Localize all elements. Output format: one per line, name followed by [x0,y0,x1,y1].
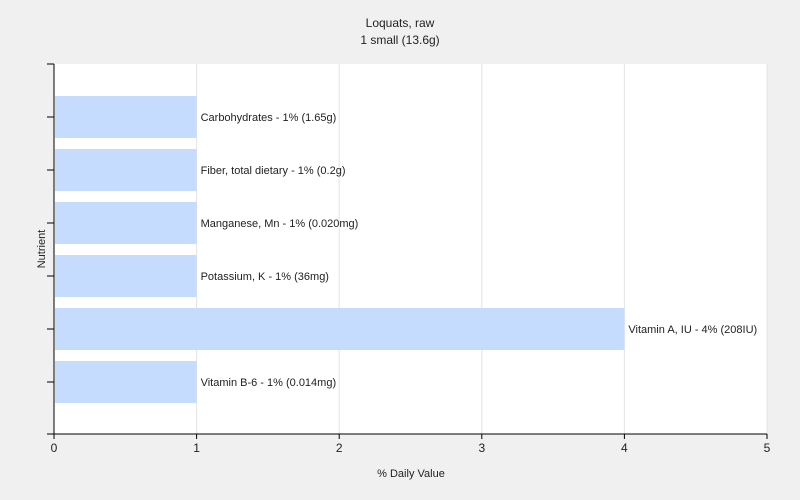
x-tick-label: 0 [51,441,58,455]
axes [53,64,767,435]
bar [55,96,197,138]
x-axis-label: % Daily Value [377,468,445,480]
chart-title: Loquats, raw [366,16,435,30]
bar [55,255,197,297]
y-ticks [47,63,54,435]
bar-label: Potassium, K - 1% (36mg) [201,271,329,283]
bar [55,202,197,244]
chart-subtitle: 1 small (13.6g) [360,33,439,47]
bars [55,96,625,403]
x-tick-label: 5 [764,441,771,455]
bar [55,361,197,403]
bar-label: Fiber, total dietary - 1% (0.2g) [201,165,346,177]
bar-label: Vitamin B-6 - 1% (0.014mg) [201,377,337,389]
bar [55,308,625,350]
bar-label: Carbohydrates - 1% (1.65g) [201,112,337,124]
y-axis-label: Nutrient [36,230,48,269]
x-tick-label: 1 [193,441,200,455]
x-tick-label: 3 [478,441,485,455]
bar-label: Vitamin A, IU - 4% (208IU) [628,324,757,336]
x-tick-label: 4 [621,441,628,455]
x-ticks: 0 1 2 3 4 5 [51,434,771,455]
bar [55,149,197,191]
bar-labels: Carbohydrates - 1% (1.65g) Fiber, total d… [201,112,758,389]
bar-label: Manganese, Mn - 1% (0.020mg) [201,218,359,230]
x-tick-label: 2 [336,441,343,455]
